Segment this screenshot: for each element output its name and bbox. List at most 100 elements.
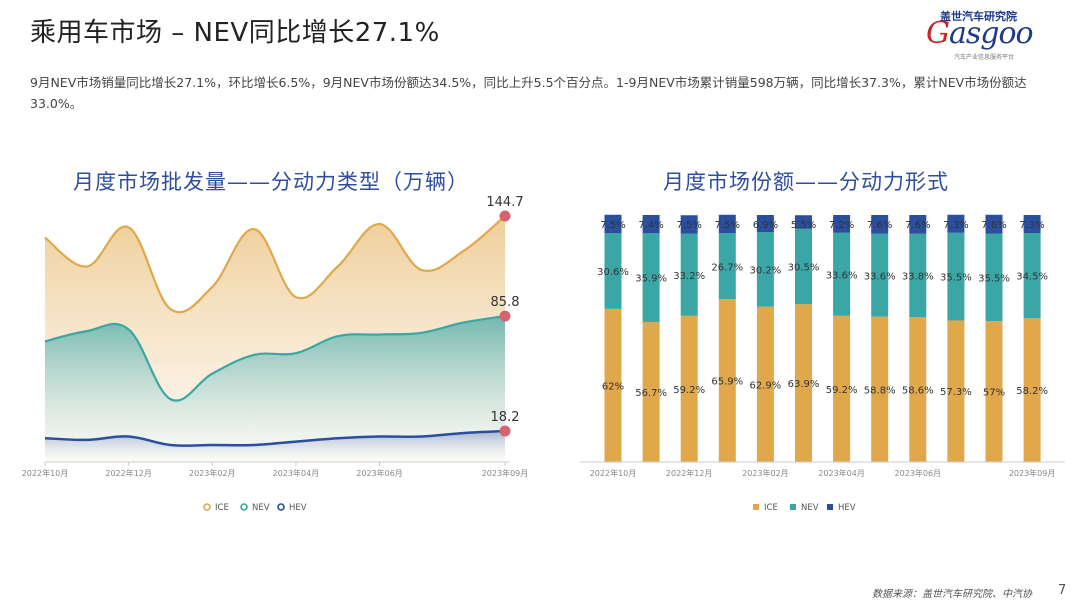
bar-nev [642, 233, 660, 322]
logo-wordmark: Gasgoo [926, 16, 1034, 51]
bar-value-label: 7.5% [600, 220, 625, 231]
bar-hev [718, 214, 736, 234]
bar-ice [909, 317, 927, 462]
bar-ice [795, 304, 812, 462]
bar-value-label: 33.8% [902, 272, 934, 283]
bar-value-label: 62.9% [750, 380, 782, 391]
bar-ice [833, 315, 851, 462]
ice-line [44, 215, 506, 314]
nev-point [499, 310, 511, 322]
hev-point [499, 425, 511, 437]
x-tick-label: 2023年09月 [1009, 468, 1056, 478]
legend-marker [790, 504, 796, 510]
bar-hev [871, 215, 889, 234]
legend-label: HEV [838, 503, 856, 513]
bar-ice [680, 315, 698, 462]
logo-top-text: 盖世汽车研究院 [940, 10, 1017, 23]
legend-label: NEV [252, 503, 270, 513]
legend-label: HEV [289, 503, 307, 513]
x-tick-label: 2023年02月 [189, 468, 236, 478]
nev-area [45, 316, 505, 462]
x-tick-label: 2023年09月 [482, 468, 529, 478]
bar-value-label: 56.7% [635, 388, 667, 399]
x-tick-label: 2023年04月 [818, 468, 865, 478]
legend-marker [203, 503, 211, 511]
bar-value-label: 33.6% [826, 270, 858, 281]
bar-nev [985, 233, 1003, 322]
bar-value-label: 6.9% [753, 220, 778, 231]
bar-value-label: 7.3% [1019, 220, 1044, 231]
bar-value-label: 59.2% [673, 385, 705, 396]
x-tick-label: 2022年10月 [590, 468, 637, 478]
legend-marker [277, 503, 285, 511]
bar-ice [642, 321, 660, 462]
x-tick-label: 2023年06月 [356, 468, 403, 478]
bar-ice [985, 321, 1003, 462]
bar-value-label: 58.2% [1016, 386, 1048, 397]
bar-ice [1023, 318, 1041, 462]
bar-value-label: 58.6% [902, 386, 934, 397]
hev-line [44, 429, 506, 447]
bar-value-label: 35.9% [635, 274, 667, 285]
bar-value-label: 33.6% [864, 271, 896, 282]
page-title: 乘用车市场 – NEV同比增长27.1% [30, 18, 440, 48]
bar-ice [756, 306, 774, 462]
x-tick-label: 2022年12月 [666, 468, 713, 478]
bar-value-label: 7.6% [867, 220, 892, 231]
bar-hev [642, 215, 660, 234]
hev-end-label: 18.2 [491, 410, 520, 425]
bar-value-label: 57.3% [940, 387, 972, 398]
x-tick-label: 2023年06月 [895, 468, 942, 478]
left-chart-title: 月度市场批发量——分动力类型（万辆） [73, 170, 469, 194]
bar-value-label: 62% [602, 381, 624, 392]
bar-value-label: 34.5% [1016, 272, 1048, 283]
ice-point [499, 210, 511, 222]
gasgoo-logo: 盖世汽车研究院 Gasgoo 汽车产业信息服务平台 [918, 8, 1053, 63]
bar-value-label: 63.9% [788, 379, 820, 390]
bar-hev [833, 215, 851, 233]
bar-hev [795, 215, 812, 229]
nev-end-label: 85.8 [491, 295, 520, 310]
bar-hev [985, 214, 1003, 234]
page-number: 7 [1058, 583, 1067, 598]
bar-ice [871, 316, 889, 462]
bar-hev [909, 215, 927, 234]
bar-value-label: 7.4% [638, 220, 663, 231]
legend-label: ICE [215, 503, 229, 513]
bar-nev [680, 233, 698, 316]
bar-value-label: 33.2% [673, 271, 705, 282]
bar-value-label: 30.6% [597, 267, 629, 278]
bar-nev [1023, 233, 1041, 319]
bar-value-label: 58.8% [864, 385, 896, 396]
bar-ice [604, 308, 622, 462]
logo-g: G [926, 16, 950, 51]
legend-label: ICE [764, 503, 778, 513]
bar-value-label: 65.9% [711, 377, 743, 388]
bar-nev [909, 233, 927, 318]
nev-line [44, 315, 506, 402]
area-chart: 144.7 85.8 18.2 2022年10月 2022年12月 2023年02月 202… [22, 195, 529, 513]
bar-nev [871, 233, 889, 317]
bar-hev [756, 215, 774, 233]
data-source: 数据来源：盖世汽车研究院、中汽协 [872, 589, 1032, 600]
bar-hev [1023, 215, 1041, 234]
bar-nev [718, 233, 736, 300]
bar-value-label: 35.5% [940, 273, 972, 284]
bar-hev [680, 215, 698, 234]
bar-value-label: 26.7% [711, 262, 743, 273]
bar-value-label: 7.6% [905, 220, 930, 231]
x-tick-label: 2023年02月 [742, 468, 789, 478]
bar-hev [604, 214, 622, 234]
bar-value-label: 7.5% [676, 220, 701, 231]
bar-value-label: 30.5% [788, 262, 820, 273]
bar-ice [718, 299, 736, 462]
legend-marker [827, 504, 833, 510]
bar-value-label: 7.6% [981, 220, 1006, 231]
stacked-bar-chart: 62% 30.6% 7.5% 56.7% 35.9% 7.4% 59.2% 33.2% 7.5%… [580, 214, 1065, 513]
hev-area [45, 431, 505, 462]
bar-nev [604, 233, 622, 309]
bar-value-label: 57% [983, 388, 1005, 399]
ice-end-label: 144.7 [486, 195, 523, 210]
logo-tagline: 汽车产业信息服务平台 [954, 54, 1015, 61]
x-tick-label: 2022年12月 [105, 468, 152, 478]
